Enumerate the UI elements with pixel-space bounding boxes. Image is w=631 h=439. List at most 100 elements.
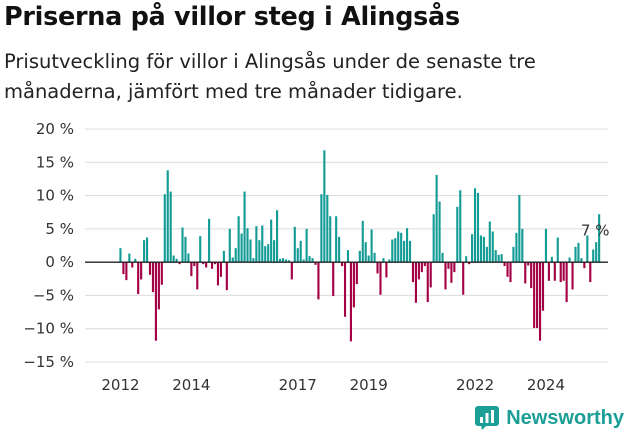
bar xyxy=(580,258,583,263)
bar xyxy=(237,216,240,263)
bar xyxy=(143,240,146,263)
bar xyxy=(151,262,155,293)
bar xyxy=(394,238,397,263)
bar xyxy=(530,262,533,289)
bar xyxy=(459,190,462,263)
bar xyxy=(456,206,459,263)
y-tick-label: −10 % xyxy=(23,320,74,338)
bar xyxy=(382,258,385,263)
y-tick-label: −15 % xyxy=(23,353,74,371)
bar xyxy=(406,228,409,263)
bar xyxy=(134,258,137,263)
x-tick-label: 2017 xyxy=(279,376,317,394)
bar xyxy=(518,194,521,263)
bar xyxy=(385,262,388,278)
bar xyxy=(574,246,577,263)
bar xyxy=(521,228,524,263)
bar xyxy=(565,262,568,303)
y-tick-label: 5 % xyxy=(45,220,74,238)
bar xyxy=(583,262,586,269)
bar xyxy=(485,246,488,263)
bar xyxy=(388,259,391,263)
bar xyxy=(500,254,503,263)
bar xyxy=(376,262,379,274)
bar xyxy=(441,252,444,263)
bar xyxy=(423,262,426,267)
bar xyxy=(538,262,542,341)
bar xyxy=(137,262,140,295)
y-tick-label: 20 % xyxy=(36,120,74,138)
bar xyxy=(305,228,308,263)
bar xyxy=(397,231,400,263)
last-value-label: 7 % xyxy=(581,221,610,239)
bar xyxy=(595,242,598,263)
bar xyxy=(447,262,450,269)
bar xyxy=(213,262,217,265)
bar xyxy=(222,250,225,263)
bar xyxy=(491,231,494,263)
bar xyxy=(379,262,382,295)
bar xyxy=(512,246,515,263)
bar xyxy=(154,262,157,341)
bar xyxy=(278,258,282,263)
x-tick-label: 2012 xyxy=(101,376,139,394)
bar xyxy=(332,262,335,297)
bar xyxy=(343,262,347,317)
bars xyxy=(119,150,601,342)
y-tick-label: 10 % xyxy=(36,187,74,205)
bar xyxy=(497,254,500,263)
bar xyxy=(246,228,249,263)
bar xyxy=(264,246,267,263)
brand-name: Newsworthy xyxy=(506,406,624,429)
bar xyxy=(172,255,175,263)
bar xyxy=(205,262,208,268)
bar xyxy=(556,237,559,263)
annotations: 7 % xyxy=(581,221,610,239)
bar xyxy=(299,240,302,263)
bar xyxy=(358,250,361,263)
bar xyxy=(157,262,160,310)
bar xyxy=(145,237,149,263)
bar xyxy=(476,192,480,263)
bar xyxy=(417,262,420,280)
bar xyxy=(249,239,252,263)
bar xyxy=(196,262,199,290)
bar xyxy=(308,256,311,263)
bar xyxy=(317,262,320,300)
bar xyxy=(450,262,453,283)
bar xyxy=(323,150,326,263)
bar xyxy=(589,262,592,283)
bar xyxy=(314,262,317,265)
bar xyxy=(329,216,332,263)
bar xyxy=(586,235,589,263)
bar xyxy=(349,262,352,342)
bar xyxy=(166,170,169,263)
grid-lines xyxy=(85,128,608,363)
bar xyxy=(411,262,415,283)
bar xyxy=(255,226,258,263)
bar xyxy=(462,262,465,295)
bar xyxy=(243,191,246,263)
bar xyxy=(524,262,527,284)
bar xyxy=(320,194,323,263)
bar xyxy=(140,262,143,280)
bar xyxy=(231,257,234,263)
bar xyxy=(438,201,441,263)
bar xyxy=(338,236,341,263)
bar xyxy=(503,262,506,267)
bar xyxy=(373,252,376,263)
bar xyxy=(506,262,509,277)
bar xyxy=(547,262,550,281)
bar xyxy=(228,228,231,263)
bar xyxy=(284,259,287,263)
bar xyxy=(562,262,565,281)
bar xyxy=(471,234,474,263)
bar xyxy=(258,240,261,263)
x-tick-label: 2024 xyxy=(527,376,565,394)
bar xyxy=(335,216,338,263)
bar xyxy=(527,262,530,266)
chart-title: Priserna på villor steg i Alingsås xyxy=(4,2,460,32)
bar xyxy=(225,262,228,291)
bar xyxy=(352,262,355,308)
